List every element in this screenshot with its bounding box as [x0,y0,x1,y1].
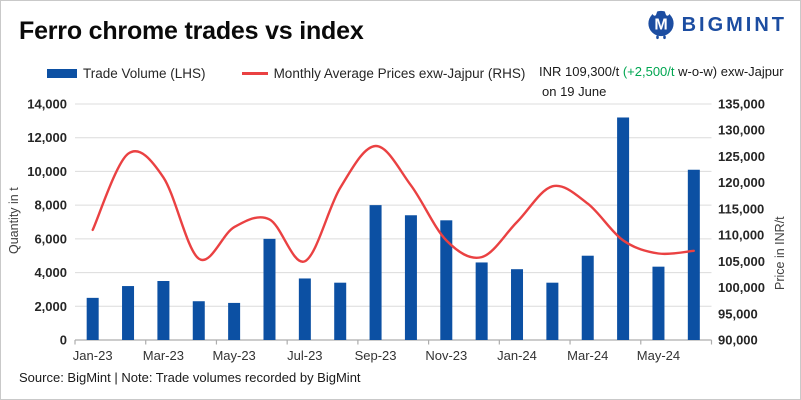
legend: Trade Volume (LHS) Monthly Average Price… [47,66,525,81]
y-axis-title-right: Price in INR/t [773,216,787,290]
y-left-tick-label: 6,000 [34,231,67,246]
y-right-tick-label: 135,000 [718,97,765,112]
bar-Nov-23 [440,220,453,340]
y-left-tick-label: 4,000 [34,265,67,280]
legend-swatch-volume [47,69,77,78]
bigmint-icon: M [647,10,674,40]
y-right-tick-label: 90,000 [718,333,758,348]
annotation-basis: w-o-w) exw-Jajpur [674,64,784,79]
y-right-tick-label: 100,000 [718,280,765,295]
x-tick-label: Jan-23 [73,348,113,363]
y-left-tick-label: 2,000 [34,299,67,314]
y-right-tick-label: 110,000 [718,228,764,243]
x-tick-label: May-24 [637,348,680,363]
bar-Jul-23 [298,278,311,340]
y-right-tick-label: 125,000 [718,149,765,164]
price-annotation: INR 109,300/t (+2,500/t w-o-w) exw-Jajpu… [539,62,784,102]
bar-Jan-24 [511,269,524,340]
y-right-tick-label: 120,000 [718,175,765,190]
brand-logo: M BIGMINT [647,10,787,40]
price-line [91,144,695,263]
x-tick-label: Mar-24 [567,348,608,363]
x-tick-label: Nov-23 [425,348,467,363]
x-tick-label: Sep-23 [355,348,397,363]
x-tick-label: Jan-24 [497,348,537,363]
legend-label-price: Monthly Average Prices exw-Jajpur (RHS) [273,66,526,81]
price-annotation-line2: on 19 June [542,84,607,100]
x-tick-label: May-23 [212,348,255,363]
bar-May-24 [652,266,665,340]
bar-Feb-24 [546,282,559,340]
bar-Jun-23 [263,238,276,340]
y-left-tick-label: 12,000 [27,130,67,145]
bar-Jun-24 [687,169,700,340]
brand-name: BIGMINT [681,13,787,36]
bar-Oct-23 [404,215,417,340]
y-left-tick-label: 0 [60,333,67,348]
bar-Aug-23 [334,282,347,340]
y-left-tick-label: 10,000 [27,164,67,179]
y-right-tick-label: 130,000 [718,123,765,138]
bar-Mar-23 [157,281,170,340]
svg-text:M: M [654,17,667,34]
page-title: Ferro chrome trades vs index [19,17,364,45]
y-left-tick-label: 14,000 [27,97,67,112]
annotation-change: (+2,500/t [622,64,675,79]
legend-swatch-price [241,72,268,75]
bar-Jan-23 [86,297,99,340]
bar-Dec-23 [475,262,488,340]
x-tick-label: Mar-23 [143,348,184,363]
x-tick-label: Jul-23 [287,348,322,363]
y-axis-title-left: Quantity in t [7,187,21,255]
bar-Feb-23 [122,286,135,340]
price-annotation-line1: INR 109,300/t (+2,500/t w-o-w) exw-Jajpu… [539,62,784,82]
legend-item-volume: Trade Volume (LHS) [47,66,206,81]
bar-May-23 [228,302,241,340]
y-right-tick-label: 115,000 [718,201,764,216]
bar-Apr-24 [617,117,630,340]
legend-label-volume: Trade Volume (LHS) [83,66,206,81]
legend-item-price: Monthly Average Prices exw-Jajpur (RHS) [241,66,526,81]
bar-Apr-23 [192,301,205,340]
source-note: Source: BigMint | Note: Trade volumes re… [19,370,361,385]
y-right-tick-label: 95,000 [718,306,758,321]
y-left-tick-label: 8,000 [34,198,67,213]
annotation-price: INR 109,300/t [539,64,623,79]
bar-Sep-23 [369,205,382,340]
y-right-tick-label: 105,000 [718,254,765,269]
bar-Mar-24 [581,255,594,340]
